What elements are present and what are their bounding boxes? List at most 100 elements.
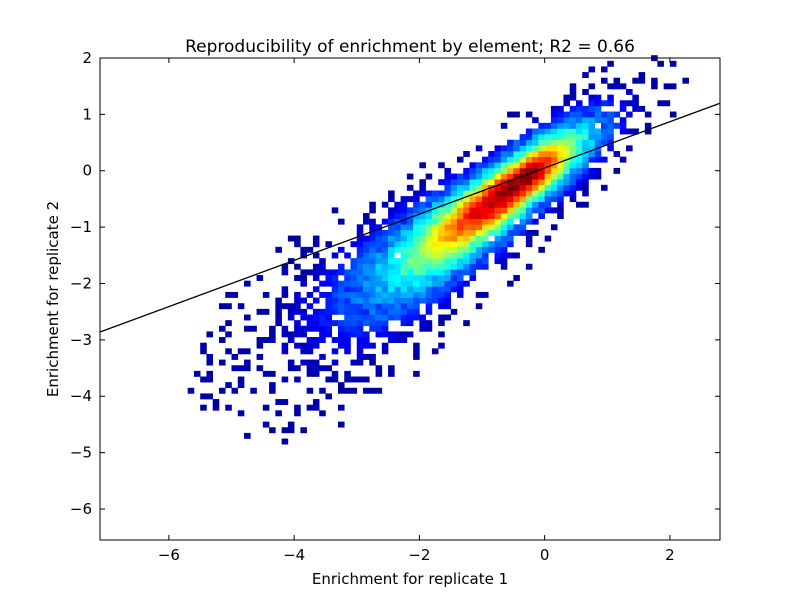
heatmap-cell [281,303,289,310]
heatmap-cell [557,167,564,174]
heatmap-cell [463,184,470,191]
heatmap-cell [601,184,608,191]
heatmap-cell [488,246,495,253]
heatmap-cell [431,218,439,225]
heatmap-cell [475,162,483,169]
heatmap-cell [619,105,627,112]
heatmap-cell [218,325,226,332]
y-axis-ticks: −6 −5 −4 −3 −2 −1 0 1 2 [70,49,720,518]
heatmap-cell [369,201,376,208]
heatmap-cell [369,252,376,259]
heatmap-cell [425,241,433,248]
heatmap-cell [488,229,495,236]
heatmap-cell [500,207,508,214]
heatmap-cell [337,246,345,253]
heatmap-cell [325,280,333,287]
heatmap-cell [582,173,589,180]
heatmap-cell [626,89,633,95]
heatmap-cell [356,229,364,236]
heatmap-cell [406,235,414,242]
heatmap-cell [575,184,583,191]
heatmap-cell [613,151,621,157]
heatmap-cell [306,291,314,298]
heatmap-cell [456,286,464,293]
heatmap-cell [469,269,477,276]
heatmap-cell [582,134,589,141]
heatmap-cell [406,320,414,327]
heatmap-cell [488,179,495,186]
heatmap-cell [557,156,564,163]
heatmap-cell [312,404,320,411]
heatmap-cell [394,224,401,231]
heatmap-cell [363,376,370,383]
heatmap-cell [588,134,596,141]
heatmap-cell [325,376,333,383]
heatmap-cell [450,252,458,259]
heatmap-cell [500,122,508,129]
heatmap-cell [381,331,389,338]
heatmap-cell [525,229,533,236]
heatmap-cell [438,224,445,231]
heatmap-cell [400,224,408,231]
heatmap-cell [306,303,314,310]
heatmap-cell [550,162,558,169]
heatmap-cell [356,224,364,231]
heatmap-cell [500,241,508,248]
heatmap-cell [569,134,577,141]
heatmap-cell [400,275,408,281]
heatmap-cell [331,297,339,304]
heatmap-cell [381,280,389,287]
heatmap-cell [557,134,564,141]
heatmap-cell [312,269,320,276]
heatmap-cell [375,297,383,304]
heatmap-cell [475,241,483,248]
heatmap-cell [425,224,433,231]
heatmap-cell [344,308,351,315]
heatmap-cell [482,207,489,214]
heatmap-cell [269,370,276,377]
heatmap-cell [463,269,470,276]
heatmap-cell [350,263,358,270]
heatmap-cell [538,207,545,214]
heatmap-cell [488,167,495,174]
heatmap-cell [281,376,289,383]
heatmap-cell [419,235,426,242]
heatmap-cell [369,218,376,225]
heatmap-cell [601,117,608,124]
heatmap-cell [513,156,520,163]
heatmap-cell [337,421,345,428]
heatmap-cell [607,117,614,124]
heatmap-cell [494,224,502,231]
heatmap-cell [438,303,445,310]
heatmap-cell [513,173,520,180]
heatmap-cell [438,241,445,248]
heatmap-cell [363,337,370,343]
heatmap-cell [519,190,527,197]
heatmap-cell [319,337,326,343]
heatmap-cell [588,117,596,124]
heatmap-cell [275,399,282,405]
heatmap-cell [444,218,451,225]
heatmap-cell [287,427,295,434]
heatmap-cell [356,280,364,287]
heatmap-cell [638,77,646,84]
heatmap-cell [400,297,408,304]
heatmap-cell [419,320,426,327]
heatmap-cell [275,320,282,327]
heatmap-cell [469,218,477,225]
heatmap-cell [538,139,545,146]
heatmap-cell [337,263,345,270]
heatmap-cell [550,139,558,146]
heatmap-cell [557,117,564,124]
heatmap-cell [363,213,370,219]
heatmap-cell [287,359,295,366]
heatmap-cell [356,235,364,242]
heatmap-cell [419,162,426,169]
heatmap-cell [381,246,389,253]
heatmap-cell [513,151,520,157]
heatmap-cell [356,286,364,293]
heatmap-cell [463,246,470,253]
heatmap-cell [337,320,345,327]
heatmap-cell [525,139,533,146]
heatmap-cell [344,387,351,394]
